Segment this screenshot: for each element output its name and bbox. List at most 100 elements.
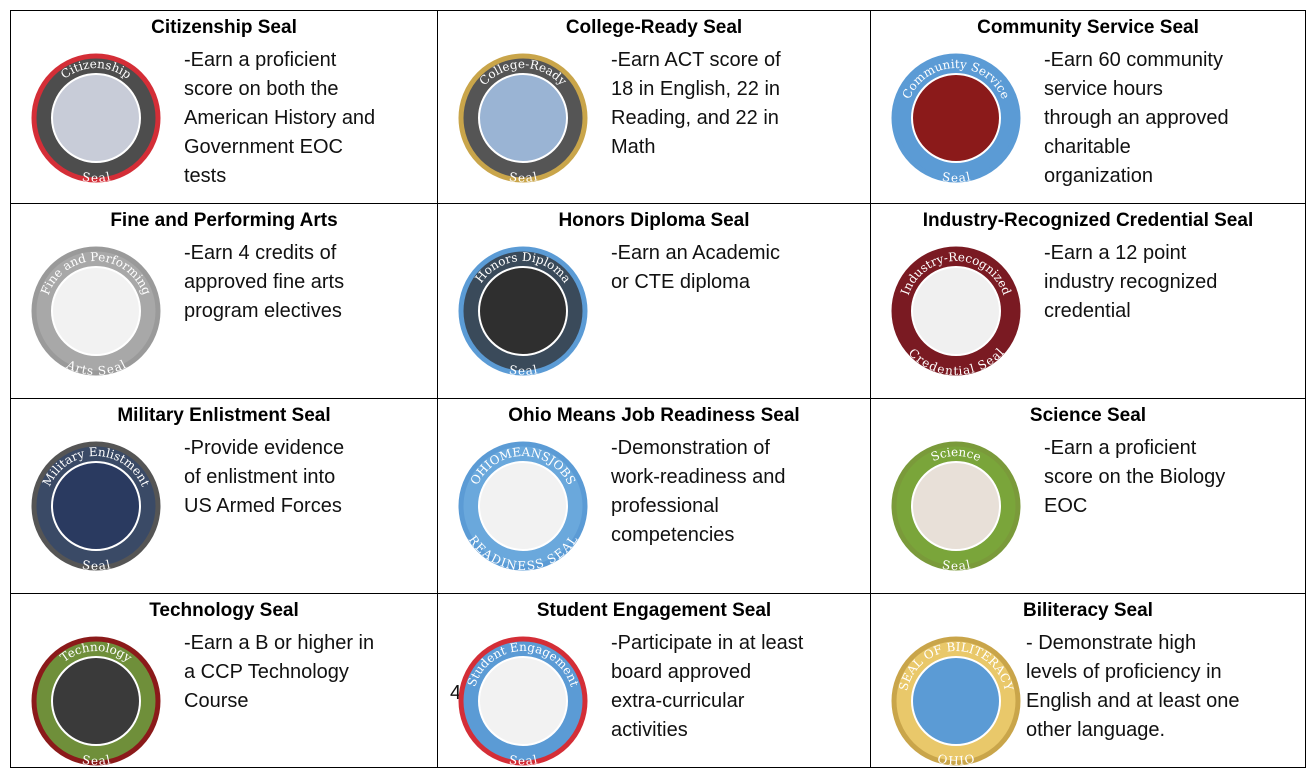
seal-description: -Earn a proficient <box>184 49 337 71</box>
seal-description: Course <box>184 690 249 712</box>
seal-description: levels of proficiency in <box>1026 661 1222 683</box>
seal-description: Math <box>611 136 656 158</box>
badge-center <box>478 266 568 356</box>
seal-description: -Earn a proficient <box>1044 437 1197 459</box>
seal-description: charitable <box>1044 136 1131 158</box>
seal-description: score on the Biology <box>1044 466 1226 488</box>
badge-top-text: Science <box>929 445 983 464</box>
seal-description: of enlistment into <box>184 466 336 488</box>
seal-description: American History and <box>184 107 376 129</box>
badge-bottom-text: Seal <box>81 752 112 768</box>
seal-description: -Earn a 12 point <box>1044 242 1187 264</box>
seal-cell: Citizenship Seal -Earn a proficient score … <box>10 10 438 204</box>
badge-bottom-text: Seal <box>508 752 539 768</box>
seal-description: 18 in English, 22 in <box>611 78 781 100</box>
badge-center <box>51 73 141 163</box>
seal-description: English and at least one <box>1026 690 1240 712</box>
seal-description: tests <box>184 165 227 187</box>
badge-bottom-text: Arts Seal <box>64 357 129 378</box>
seal-title: Fine and Performing Arts <box>110 210 338 231</box>
seal-title: Citizenship Seal <box>151 17 297 38</box>
seal-description: score on both the <box>184 78 339 100</box>
seal-title: Community Service Seal <box>977 17 1199 38</box>
seal-description: -Demonstration of <box>611 437 770 459</box>
seal-description: -Participate in at least <box>611 632 804 654</box>
seal-description: -Earn ACT score of <box>611 49 781 71</box>
badge-bottom-text: Seal <box>81 557 112 573</box>
badge-bottom-text: Seal <box>941 557 972 573</box>
seal-description: - Demonstrate high <box>1026 632 1197 654</box>
seal-description: industry recognized <box>1044 271 1218 293</box>
seal-cell: Military Enlistment Seal -Provide evidenc… <box>10 398 438 594</box>
badge-center <box>911 461 1001 551</box>
seal-cell: Community Service Seal -Earn 60 community… <box>870 10 1306 204</box>
seal-description: through an approved <box>1044 107 1229 129</box>
badge-center <box>51 461 141 551</box>
seal-description: board approved <box>611 661 752 683</box>
seal-title: College-Ready Seal <box>565 17 743 38</box>
seal-description: service hours <box>1044 78 1163 100</box>
seal-title: Technology Seal <box>149 600 299 621</box>
seal-description: -Earn 4 credits of <box>184 242 337 264</box>
badge-bottom-text: Seal <box>941 169 972 185</box>
seal-cell: Technology Seal -Earn a B or higher in a C… <box>10 593 438 768</box>
seal-description: US Armed Forces <box>184 495 342 517</box>
seal-description: or CTE diploma <box>611 271 750 293</box>
seal-cell: College-Ready Seal -Earn ACT score of 18 i… <box>437 10 871 204</box>
badge-center <box>478 73 568 163</box>
badge-center <box>51 656 141 746</box>
seal-title: Ohio Means Job Readiness Seal <box>508 405 800 426</box>
seal-description: -Earn a B or higher in <box>184 632 375 654</box>
badge-bottom-text: Seal <box>941 557 972 573</box>
seal-description: credential <box>1044 300 1131 322</box>
badge-bottom-text: Arts Seal <box>64 357 129 378</box>
seal-cell: Student Engagement Seal -Participate in a… <box>437 593 871 768</box>
seal-description: EOC <box>1044 495 1088 517</box>
badge-bottom-text: OHIO <box>936 751 976 768</box>
badge-bottom-text: Seal <box>508 362 539 378</box>
seal-title: Science Seal <box>1029 405 1147 426</box>
seal-description: a CCP Technology <box>184 661 349 683</box>
seal-description: extra-curricular <box>611 690 745 712</box>
seal-title: Student Engagement Seal <box>536 600 772 621</box>
seal-description: Government EOC <box>184 136 343 158</box>
badge-center <box>51 266 141 356</box>
seal-description: program electives <box>184 300 342 322</box>
seal-cell: Ohio Means Job Readiness Seal -Demonstrat… <box>437 398 871 594</box>
seal-description: -Provide evidence <box>184 437 345 459</box>
seal-description: work-readiness and <box>611 466 786 488</box>
seal-description: approved fine arts <box>184 271 345 293</box>
badge-bottom-text: Seal <box>81 557 112 573</box>
seal-cell: Biliteracy Seal - Demonstrate high levels … <box>870 593 1306 768</box>
badge-center <box>911 266 1001 356</box>
seal-description: Reading, and 22 in <box>611 107 779 129</box>
badge-center <box>911 656 1001 746</box>
seal-cell: Science Seal -Earn a proficient score on t… <box>870 398 1306 594</box>
badge-bottom-text: Seal <box>81 752 112 768</box>
badge-center <box>478 461 568 551</box>
badge-bottom-text: Seal <box>81 169 112 185</box>
seal-description: professional <box>611 495 719 517</box>
badge-top-text: Science <box>929 445 983 464</box>
seal-title: Military Enlistment Seal <box>117 405 331 426</box>
seal-description: competencies <box>611 524 735 546</box>
badge-bottom-text: OHIO <box>936 751 976 768</box>
badge-bottom-text: Seal <box>508 362 539 378</box>
seal-cell: Honors Diploma Seal -Earn an Academic or C… <box>437 203 871 399</box>
badge-bottom-text: Seal <box>508 169 539 185</box>
seal-cell: Industry-Recognized Credential Seal -Earn… <box>870 203 1306 399</box>
seal-description: organization <box>1044 165 1153 187</box>
seal-description: other language. <box>1026 719 1166 741</box>
